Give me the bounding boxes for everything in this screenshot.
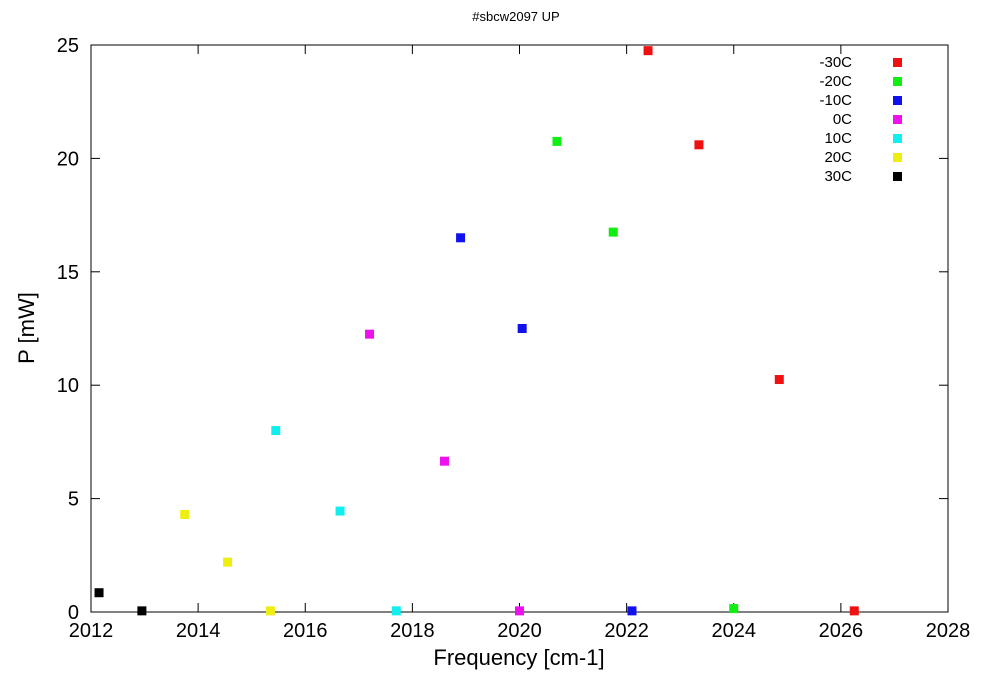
legend-label: -10C (819, 92, 852, 109)
x-tick-label: 2026 (819, 620, 864, 642)
legend-label: 0C (833, 111, 852, 128)
legend: -30C -20C -10C 0C 10C 20C 30C (819, 54, 902, 185)
data-point (137, 606, 147, 616)
data-point (515, 606, 524, 616)
data-point (223, 557, 233, 567)
data-point (365, 329, 375, 339)
x-tick-label: 2020 (497, 620, 542, 642)
y-axis: 0 5 10 15 20 25 (57, 35, 948, 624)
data-point (729, 604, 739, 614)
legend-label: -20C (819, 73, 852, 90)
legend-label: 30C (824, 168, 852, 185)
y-tick-label: 20 (57, 148, 79, 170)
data-point (849, 606, 859, 616)
data-point (774, 375, 784, 385)
x-tick-label: 2016 (283, 620, 328, 642)
legend-swatch (893, 134, 902, 143)
y-tick-label: 15 (57, 262, 79, 284)
data-point (552, 136, 562, 146)
chart-title: #sbcw2097 UP (472, 9, 559, 24)
legend-swatch (893, 172, 902, 181)
y-tick-label: 5 (68, 489, 79, 511)
data-point (440, 456, 450, 466)
y-tick-label: 10 (57, 375, 79, 397)
y-axis-title: P [mW] (14, 292, 39, 364)
x-tick-label: 2022 (604, 620, 649, 642)
legend-label: 10C (824, 130, 852, 147)
data-point (627, 606, 637, 616)
data-point (94, 588, 104, 598)
x-axis: 2012 2014 2016 2018 2020 2022 2024 2026 2028 (69, 45, 971, 642)
x-tick-label: 2012 (69, 620, 114, 642)
data-point (456, 233, 466, 243)
data-point (265, 606, 275, 616)
legend-label: -30C (819, 54, 852, 71)
data-point (271, 426, 281, 436)
legend-swatch (893, 96, 902, 105)
data-point (391, 606, 401, 616)
data-points (94, 46, 859, 616)
data-point (608, 227, 618, 237)
legend-label: 20C (824, 149, 852, 166)
data-point (335, 506, 345, 516)
x-tick-label: 2028 (926, 620, 971, 642)
data-point (180, 509, 190, 519)
data-point (517, 324, 527, 333)
x-tick-label: 2018 (390, 620, 435, 642)
legend-swatch (893, 77, 902, 86)
legend-swatch (893, 153, 902, 162)
legend-swatch (893, 58, 902, 67)
data-point (694, 140, 704, 150)
data-point (643, 46, 653, 56)
x-tick-label: 2014 (176, 620, 221, 642)
y-tick-label: 0 (68, 602, 79, 624)
legend-swatch (893, 115, 902, 124)
x-tick-label: 2024 (712, 620, 757, 642)
x-axis-title: Frequency [cm-1] (433, 645, 604, 670)
y-tick-label: 25 (57, 35, 79, 57)
